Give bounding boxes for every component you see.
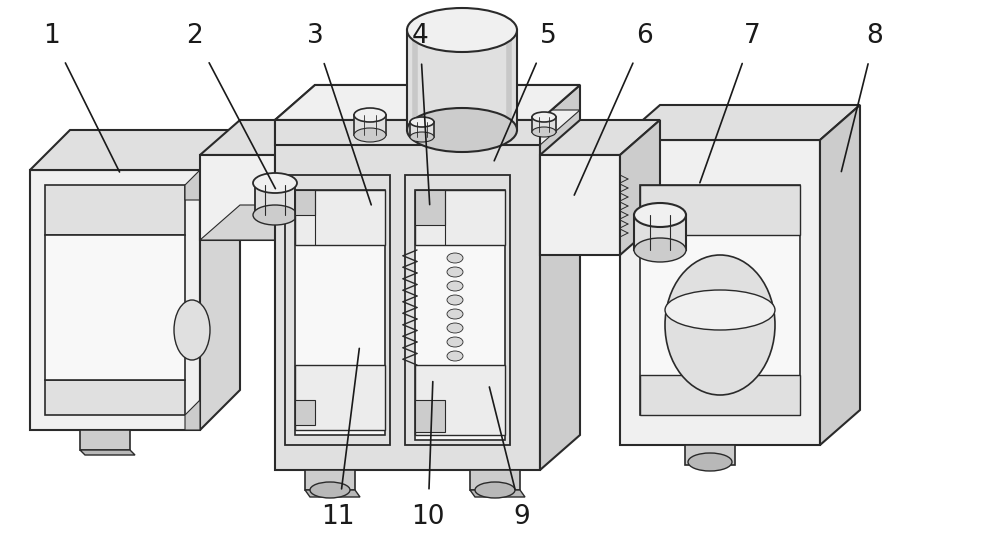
Ellipse shape <box>310 482 350 498</box>
Polygon shape <box>640 185 800 235</box>
Polygon shape <box>80 430 130 450</box>
Polygon shape <box>200 155 275 240</box>
Polygon shape <box>295 190 315 215</box>
Polygon shape <box>295 190 385 435</box>
Polygon shape <box>540 85 580 470</box>
Polygon shape <box>354 115 386 135</box>
Polygon shape <box>415 365 505 435</box>
Polygon shape <box>305 490 360 497</box>
Ellipse shape <box>407 8 517 52</box>
Polygon shape <box>275 120 540 470</box>
Polygon shape <box>295 190 385 245</box>
Polygon shape <box>620 140 820 445</box>
Polygon shape <box>640 375 800 415</box>
Ellipse shape <box>447 295 463 305</box>
Polygon shape <box>407 30 517 130</box>
Polygon shape <box>620 105 860 140</box>
Polygon shape <box>295 365 385 430</box>
Text: 1: 1 <box>44 23 120 172</box>
Polygon shape <box>200 120 315 155</box>
Polygon shape <box>540 120 660 155</box>
Ellipse shape <box>174 300 210 360</box>
Ellipse shape <box>447 309 463 319</box>
Polygon shape <box>200 130 240 430</box>
Ellipse shape <box>447 323 463 333</box>
Ellipse shape <box>665 290 775 330</box>
Ellipse shape <box>634 238 686 262</box>
Polygon shape <box>275 110 580 145</box>
Ellipse shape <box>354 128 386 142</box>
Ellipse shape <box>475 482 515 498</box>
Polygon shape <box>470 490 525 497</box>
Polygon shape <box>540 155 620 255</box>
Polygon shape <box>685 445 735 465</box>
Polygon shape <box>634 215 686 250</box>
Text: 11: 11 <box>321 348 359 530</box>
Ellipse shape <box>253 173 297 193</box>
Polygon shape <box>45 185 185 235</box>
Polygon shape <box>200 205 315 240</box>
Text: 8: 8 <box>841 23 883 171</box>
Polygon shape <box>532 117 556 132</box>
Ellipse shape <box>634 203 686 227</box>
Ellipse shape <box>447 267 463 277</box>
Ellipse shape <box>410 117 434 127</box>
Text: 10: 10 <box>411 382 445 530</box>
Ellipse shape <box>447 337 463 347</box>
Polygon shape <box>285 175 390 445</box>
Polygon shape <box>45 235 185 380</box>
Polygon shape <box>80 450 135 455</box>
Text: 6: 6 <box>574 23 653 195</box>
Polygon shape <box>415 190 505 440</box>
Polygon shape <box>410 122 434 137</box>
Polygon shape <box>185 170 200 200</box>
Polygon shape <box>275 120 540 145</box>
Polygon shape <box>415 190 505 245</box>
Ellipse shape <box>447 253 463 263</box>
Ellipse shape <box>410 132 434 142</box>
Ellipse shape <box>665 255 775 395</box>
Ellipse shape <box>532 127 556 137</box>
Polygon shape <box>275 85 580 120</box>
Ellipse shape <box>354 108 386 122</box>
Polygon shape <box>255 185 295 215</box>
Polygon shape <box>45 380 185 415</box>
Ellipse shape <box>688 453 732 471</box>
Polygon shape <box>295 400 315 425</box>
Text: 7: 7 <box>700 23 760 183</box>
Polygon shape <box>30 170 200 430</box>
Polygon shape <box>275 85 580 120</box>
Polygon shape <box>415 190 445 225</box>
Ellipse shape <box>447 281 463 291</box>
Polygon shape <box>30 130 240 170</box>
Text: 4: 4 <box>412 23 430 205</box>
Polygon shape <box>185 400 200 430</box>
Ellipse shape <box>407 108 517 152</box>
Polygon shape <box>620 120 660 255</box>
Polygon shape <box>305 470 355 490</box>
Polygon shape <box>415 400 445 432</box>
Text: 9: 9 <box>489 387 530 530</box>
Text: 2: 2 <box>187 23 275 189</box>
Ellipse shape <box>447 351 463 361</box>
Ellipse shape <box>253 205 297 225</box>
Text: 5: 5 <box>494 23 556 161</box>
Polygon shape <box>640 185 800 415</box>
Polygon shape <box>470 470 520 490</box>
Ellipse shape <box>532 112 556 122</box>
Polygon shape <box>405 175 510 445</box>
Text: 3: 3 <box>307 23 371 205</box>
Polygon shape <box>820 105 860 445</box>
